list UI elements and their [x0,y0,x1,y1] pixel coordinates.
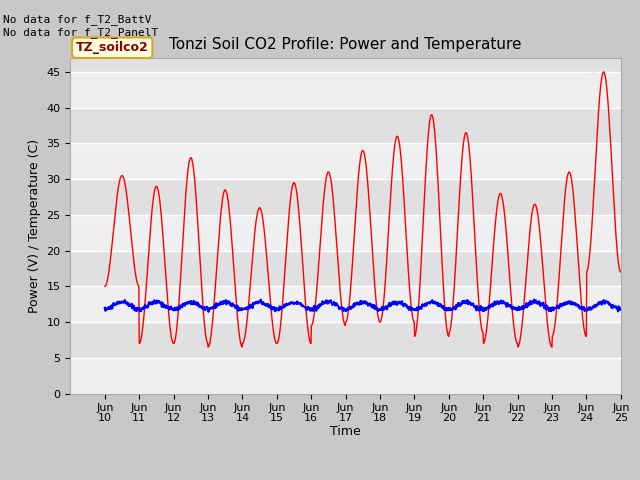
Text: No data for f_T2_BattV
No data for f_T2_PanelT: No data for f_T2_BattV No data for f_T2_… [3,14,159,38]
Bar [70,358,621,394]
Bar [70,144,621,179]
Text: TZ_soilco2: TZ_soilco2 [76,41,148,54]
Y-axis label: Power (V) / Temperature (C): Power (V) / Temperature (C) [28,139,41,312]
Bar [70,215,621,251]
X-axis label: Time: Time [330,425,361,438]
Title: Tonzi Soil CO2 Profile: Power and Temperature: Tonzi Soil CO2 Profile: Power and Temper… [170,37,522,52]
Bar [70,287,621,322]
Bar [70,72,621,108]
